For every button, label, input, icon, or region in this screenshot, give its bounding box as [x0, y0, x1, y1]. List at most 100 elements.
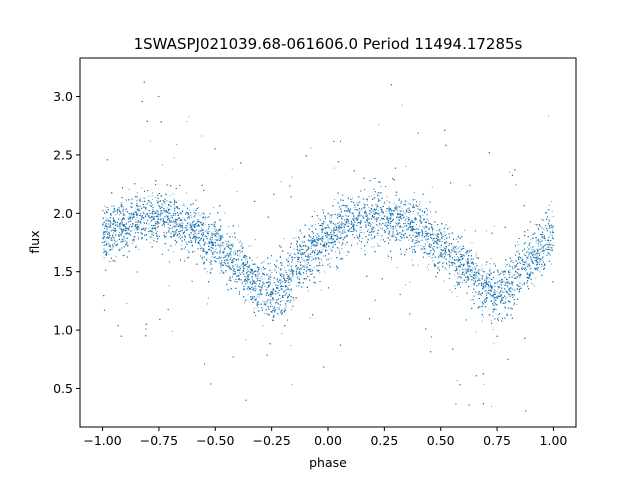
data-point — [311, 273, 313, 275]
data-point — [464, 255, 466, 257]
data-point — [218, 229, 220, 231]
data-point — [422, 225, 424, 227]
data-point — [156, 226, 158, 228]
data-point — [457, 251, 459, 253]
data-point — [257, 306, 259, 308]
data-point — [359, 233, 361, 235]
data-point — [307, 254, 309, 256]
data-point — [245, 262, 247, 264]
data-point — [233, 252, 235, 254]
data-point — [264, 285, 266, 287]
data-point — [251, 259, 253, 261]
data-point — [220, 265, 222, 267]
data-point — [230, 249, 232, 251]
data-point — [201, 246, 203, 248]
data-point — [235, 272, 237, 274]
data-point — [246, 258, 248, 260]
data-point — [371, 209, 373, 211]
data-point — [475, 331, 477, 333]
data-point — [267, 313, 269, 315]
data-point — [102, 236, 104, 238]
data-point — [378, 199, 380, 201]
data-point — [537, 245, 539, 247]
data-point — [136, 192, 138, 194]
data-point — [532, 283, 534, 285]
data-point — [266, 301, 268, 303]
data-point — [155, 197, 157, 199]
data-point — [149, 204, 151, 206]
data-point — [346, 226, 348, 228]
data-point — [511, 282, 513, 284]
data-point — [195, 239, 197, 241]
data-point — [406, 217, 408, 219]
data-point — [420, 239, 422, 241]
data-point — [336, 234, 338, 236]
data-point — [506, 296, 508, 298]
data-point — [468, 249, 470, 251]
data-point — [468, 267, 470, 269]
data-point — [534, 255, 536, 257]
data-point — [459, 265, 461, 267]
data-point — [456, 295, 458, 297]
data-point — [315, 249, 317, 251]
data-point — [374, 204, 376, 206]
data-point — [537, 227, 539, 229]
data-point — [316, 253, 318, 255]
data-point — [338, 242, 340, 244]
data-point — [552, 236, 554, 238]
data-point — [366, 215, 368, 217]
data-point — [268, 275, 270, 277]
data-point — [252, 271, 254, 273]
data-point — [502, 280, 504, 282]
data-point — [152, 192, 154, 194]
data-point — [250, 291, 252, 293]
data-point — [368, 196, 370, 198]
data-point — [270, 300, 272, 302]
data-point — [241, 243, 243, 245]
data-point — [417, 212, 419, 214]
data-point — [141, 187, 143, 189]
data-point — [225, 256, 227, 258]
data-point — [430, 211, 431, 213]
data-point — [398, 218, 400, 220]
data-point — [488, 314, 490, 316]
data-point — [528, 244, 530, 246]
data-point — [301, 242, 303, 244]
data-point — [423, 252, 425, 254]
data-point — [259, 303, 261, 305]
data-point — [152, 216, 154, 218]
data-point — [373, 194, 375, 196]
data-point — [346, 254, 348, 256]
data-point — [404, 251, 406, 253]
data-point — [248, 289, 250, 291]
data-point — [330, 248, 332, 250]
data-point — [376, 243, 378, 245]
data-point — [213, 207, 215, 209]
data-point — [398, 205, 400, 207]
data-point — [292, 299, 294, 301]
data-point — [269, 279, 271, 281]
data-point — [548, 236, 550, 238]
data-point — [212, 225, 214, 227]
data-point — [527, 286, 529, 288]
data-point — [283, 282, 285, 284]
data-point — [490, 258, 492, 260]
data-point — [130, 202, 132, 204]
data-point — [476, 271, 478, 273]
data-point — [314, 224, 316, 226]
data-point — [148, 195, 150, 197]
data-point — [397, 233, 399, 235]
data-point — [285, 286, 287, 288]
data-point — [544, 239, 546, 241]
data-point — [269, 262, 271, 264]
data-point — [206, 243, 208, 245]
data-point — [214, 228, 216, 230]
data-point — [135, 227, 137, 229]
data-point — [348, 223, 350, 225]
data-point — [198, 207, 200, 209]
data-point — [261, 268, 263, 270]
data-point — [267, 314, 269, 316]
data-point — [470, 269, 472, 271]
data-point — [493, 318, 495, 320]
data-point — [215, 239, 217, 241]
